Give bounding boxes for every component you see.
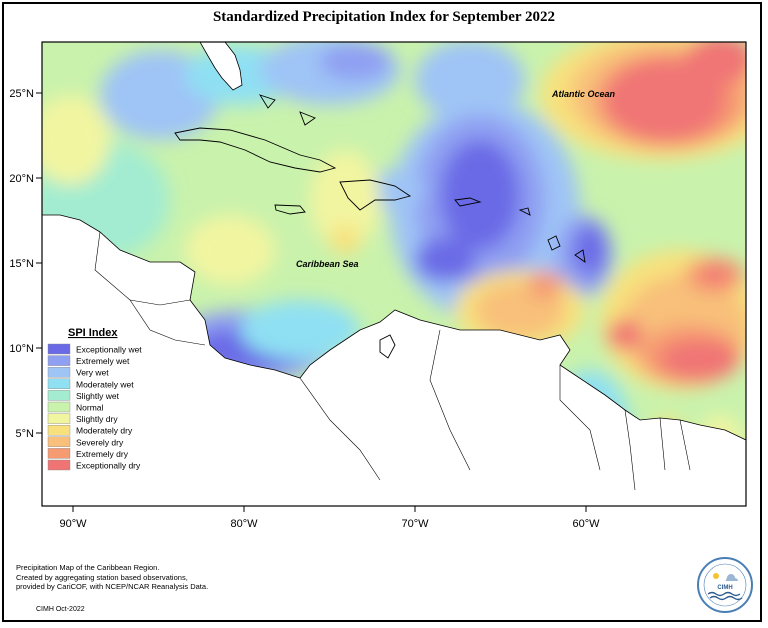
legend-label: Slightly wet [76, 391, 120, 401]
land-mask [42, 42, 746, 506]
legend-label: Very wet [76, 368, 109, 378]
footnote: Precipitation Map of the Caribbean Regio… [16, 563, 216, 592]
coastlines [174, 94, 586, 359]
legend-label: Moderately wet [76, 379, 134, 389]
lon-tick-label: 90°W [59, 518, 87, 530]
cimh-logo: CIMH [697, 557, 753, 613]
legend-swatch [47, 436, 71, 447]
country-borders [94, 231, 691, 491]
wave-icon [709, 595, 743, 601]
footnote-line: Created by aggregating station based obs… [16, 572, 188, 582]
legend-label: Slightly dry [76, 414, 118, 424]
lat-tick-label: 20°N [9, 173, 34, 185]
legend-swatch [47, 413, 71, 424]
legend-title: SPI Index [68, 327, 118, 339]
lon-tick-label: 60°W [572, 518, 600, 530]
legend-swatch [47, 367, 71, 378]
legend-label: Extremely wet [76, 356, 130, 366]
logo-text: CIMH [717, 585, 732, 591]
legend-swatch [47, 390, 71, 401]
lat-tick-label: 5°N [16, 428, 35, 440]
legend-label: Exceptionally wet [76, 345, 142, 355]
legend-label: Exceptionally dry [76, 461, 141, 471]
lat-tick-label: 25°N [9, 88, 34, 100]
lat-tick-label: 10°N [9, 343, 34, 355]
legend-swatch [47, 343, 71, 355]
legend-swatch [47, 401, 71, 413]
map-title: Standardized Precipitation Index for Sep… [212, 9, 556, 25]
legend-label: Moderately dry [76, 426, 133, 436]
cloud-icon [725, 574, 738, 581]
lon-tick-label: 80°W [230, 518, 258, 530]
atlantic-ocean-label: Atlantic Ocean [551, 89, 616, 99]
legend-label: Normal [76, 403, 104, 413]
caribbean-sea-label: Caribbean Sea [296, 259, 359, 269]
legend-swatch [47, 459, 71, 471]
credit-text: CIMH Oct-2022 [36, 606, 85, 613]
legend-swatch [47, 425, 71, 436]
footnote-line: provided by CariCOF, with NCEP/NCAR Rean… [16, 582, 209, 591]
spi-raster [42, 42, 746, 506]
legend-swatch [47, 448, 71, 459]
footnote-line: Precipitation Map of the Caribbean Regio… [16, 563, 160, 572]
wave-icon [707, 591, 741, 597]
longitude-axis: 90°W 80°W 70°W 60°W [59, 506, 600, 530]
lon-tick-label: 70°W [401, 518, 429, 530]
legend-swatch [47, 378, 71, 389]
sun-icon [713, 573, 719, 579]
latitude-axis: 25°N 20°N 15°N 10°N 5°N [9, 88, 42, 440]
plot-border [41, 41, 747, 507]
legend-label: Extremely dry [76, 449, 129, 459]
lat-tick-label: 15°N [9, 258, 34, 270]
legend-swatch [47, 355, 71, 366]
legend-label: Severely dry [76, 437, 124, 447]
